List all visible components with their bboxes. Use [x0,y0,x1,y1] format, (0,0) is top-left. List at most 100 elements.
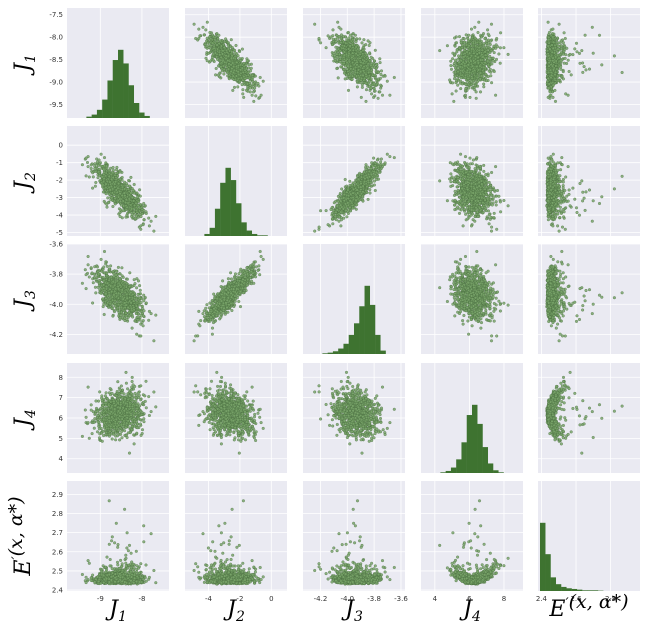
scatter-point [571,53,575,57]
scatter-point [364,88,368,92]
scatter-point [486,63,490,67]
scatter-point [114,188,118,192]
scatter-point [358,56,362,60]
scatter-point [139,215,143,219]
scatter-point [104,182,108,186]
scatter-point [467,33,471,37]
scatter-point [362,38,366,42]
scatter-point [112,193,116,197]
scatter-point [353,33,357,37]
scatter-point [251,82,255,86]
scatter-point [489,22,493,26]
scatter-point [445,44,449,48]
scatter-point [334,199,338,203]
scatter-point [349,64,353,68]
scatter-point [86,160,90,164]
scatter-point [373,89,377,93]
scatter-point [584,68,588,72]
scatter-point [556,79,560,83]
scatter-point [365,66,369,70]
scatter-point [392,76,396,80]
scatter-point [361,48,365,52]
scatter-point [483,61,487,65]
scatter-point [326,223,330,227]
scatter-point [450,92,454,96]
scatter-point [332,51,336,55]
scatter-point [547,64,551,68]
panel-background [303,126,405,236]
scatter-point [489,49,493,53]
scatter-point [467,39,471,43]
hist-bar [220,182,226,236]
scatter-point [502,46,506,50]
scatter-point [342,61,346,65]
scatter-point [550,73,554,77]
scatter-point [448,78,452,82]
scatter-point [494,93,498,97]
scatter-point [379,69,383,73]
scatter-point [105,179,109,183]
scatter-point [457,54,461,58]
scatter-point [474,96,478,100]
scatter-point [554,99,558,103]
scatter-point [480,48,484,52]
scatter-point [464,87,468,91]
scatter-point [590,25,594,29]
scatter-point [204,28,208,32]
scatter-point [133,217,137,221]
scatter-point [476,68,480,72]
scatter-point [223,40,227,44]
scatter-point [546,20,550,24]
scatter-point [569,73,573,77]
scatter-point [478,77,482,81]
scatter-point [149,219,153,223]
scatter-point [342,71,346,75]
scatter-point [355,85,359,89]
scatter-point [552,40,556,44]
scatter-point [105,205,109,209]
scatter-point [474,54,478,58]
panel-1-3 [303,8,405,118]
scatter-point [222,72,226,76]
scatter-point [324,46,328,50]
scatter-point [562,31,566,35]
scatter-point [130,196,134,200]
scatter-point [130,207,134,211]
scatter-point [111,204,115,208]
scatter-point [499,31,503,35]
scatter-point [230,50,234,54]
scatter-point [111,168,115,172]
scatter-point [346,88,350,92]
scatter-point [559,67,563,71]
scatter-point [460,73,464,77]
scatter-point [482,42,486,46]
scatter-point [122,191,126,195]
scatter-point [454,89,458,93]
panel-2-3 [303,126,405,236]
scatter-point [205,59,209,63]
scatter-point [486,38,490,42]
hist-bar [246,230,253,236]
scatter-point [213,51,217,55]
scatter-point [209,44,213,48]
scatter-point [483,37,487,41]
scatter-point [368,41,372,45]
scatter-point [553,77,557,81]
scatter-point [336,20,340,24]
scatter-point [452,99,456,103]
scatter-point [465,50,469,54]
scatter-point [373,188,377,192]
scatter-point [214,67,218,71]
scatter-point [249,62,253,66]
scatter-point [489,74,493,78]
scatter-point [237,77,241,81]
scatter-point [463,76,467,80]
scatter-point [133,204,137,208]
scatter-point [360,41,364,45]
scatter-point [449,67,453,71]
scatter-point [192,22,196,26]
scatter-point [563,47,567,51]
scatter-point [556,44,560,48]
scatter-point [481,55,485,59]
scatter-point [369,55,373,59]
